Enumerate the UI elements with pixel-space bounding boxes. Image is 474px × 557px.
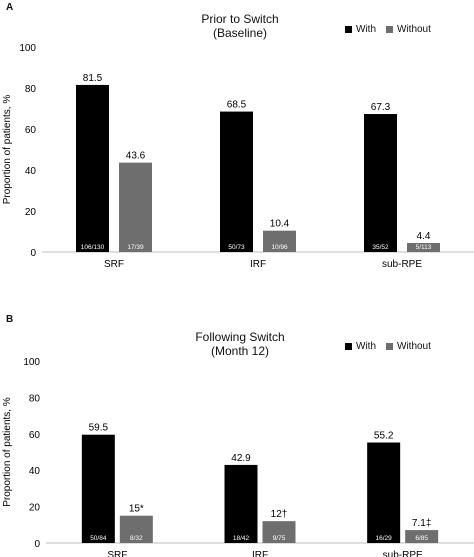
bar-with (76, 84, 109, 252)
legend-label-without: Without (397, 341, 431, 352)
legend-item-with: With (345, 24, 376, 35)
panel-label: A (6, 2, 14, 13)
bar-without (407, 242, 440, 252)
data-label: 10.4 (270, 219, 290, 230)
data-label: 4.4 (417, 231, 431, 242)
y-tick-label: 100 (23, 357, 40, 368)
legend-swatch-without (386, 343, 393, 350)
chart-title: Prior to Switch (Baseline) (120, 12, 360, 40)
count-label: 35/52 (372, 244, 389, 251)
legend: With Without (345, 24, 441, 35)
chart-title-line1: Prior to Switch (201, 12, 279, 26)
count-label: 8/32 (130, 535, 143, 542)
chart-title-line2: (Month 12) (210, 344, 270, 358)
count-label: 50/73 (228, 244, 245, 251)
data-label: 15* (129, 504, 144, 515)
legend-item-with: With (345, 341, 376, 352)
data-label: 43.6 (126, 151, 146, 162)
x-tick-label: IRF (250, 259, 266, 270)
y-tick-label: 0 (30, 248, 36, 259)
x-tick-label: sub-RPE (382, 259, 422, 270)
x-tick-label: sub-RPE (383, 550, 423, 557)
y-tick-label: 0 (34, 539, 40, 550)
chart-title-line1: Following Switch (195, 330, 285, 344)
panel-label: B (6, 314, 14, 325)
y-tick-label: 80 (25, 84, 37, 95)
y-tick-label: 80 (29, 393, 41, 404)
legend-swatch-with (345, 343, 352, 350)
bar-with (367, 442, 401, 543)
y-tick-label: 60 (29, 430, 41, 441)
data-label: 81.5 (83, 73, 103, 84)
count-label: 5/113 (416, 244, 432, 251)
bar-with (81, 434, 115, 543)
panel-b: B Following Switch (Month 12) With Witho… (0, 290, 474, 557)
legend: With Without (345, 341, 441, 352)
bar-without (119, 515, 153, 543)
legend-item-without: Without (386, 24, 431, 35)
x-tick-label: IRF (252, 550, 268, 557)
legend-label-with: With (356, 24, 376, 35)
y-tick-label: 20 (29, 503, 41, 514)
bar-without (405, 530, 439, 543)
count-label: 10/96 (271, 244, 288, 251)
y-tick-label: 60 (25, 125, 37, 136)
chart-title: Following Switch (Month 12) (120, 330, 360, 358)
count-label: 6/85 (415, 535, 428, 542)
data-label: 12† (271, 509, 288, 520)
data-label: 67.3 (371, 102, 391, 113)
bar-with (220, 111, 253, 252)
data-label: 59.5 (89, 423, 109, 434)
bar-with (224, 464, 258, 543)
panel-a: A Prior to Switch (Baseline) With Withou… (0, 0, 474, 270)
count-label: 17/39 (127, 244, 144, 251)
chart-title-line2: (Baseline) (212, 26, 268, 40)
y-axis-title: Proportion of patients, % (2, 397, 13, 507)
y-tick-label: 40 (29, 466, 41, 477)
y-tick-label: 100 (19, 43, 36, 54)
y-tick-label: 20 (25, 207, 37, 218)
data-label: 42.9 (231, 453, 251, 464)
legend-label-without: Without (397, 24, 431, 35)
y-axis-title: Proportion of patients, % (2, 95, 13, 205)
bar-with (364, 114, 397, 252)
x-tick-label: SRF (107, 550, 127, 557)
data-label: 55.2 (374, 431, 394, 442)
data-label: 68.5 (227, 100, 247, 111)
count-label: 18/42 (233, 535, 250, 542)
count-label: 9/75 (273, 535, 286, 542)
legend-swatch-with (345, 26, 352, 33)
legend-swatch-without (386, 26, 393, 33)
legend-label-with: With (356, 341, 376, 352)
data-label: 7.1‡ (412, 518, 431, 529)
count-label: 50/84 (90, 535, 107, 542)
bar-without (262, 521, 296, 543)
count-label: 16/29 (376, 535, 393, 542)
bar-chart-svg: Proportion of patients, % 0 20 40 60 80 100 SRF… (2, 43, 474, 270)
bar-chart-svg: Proportion of patients, % 0 20 40 60 80 100 SRF… (2, 357, 474, 557)
legend-item-without: Without (386, 341, 431, 352)
count-label: 106/130 (81, 244, 105, 251)
y-tick-label: 40 (25, 166, 37, 177)
x-tick-label: SRF (104, 259, 124, 270)
bar-without (263, 230, 296, 252)
bar-without (119, 162, 152, 252)
